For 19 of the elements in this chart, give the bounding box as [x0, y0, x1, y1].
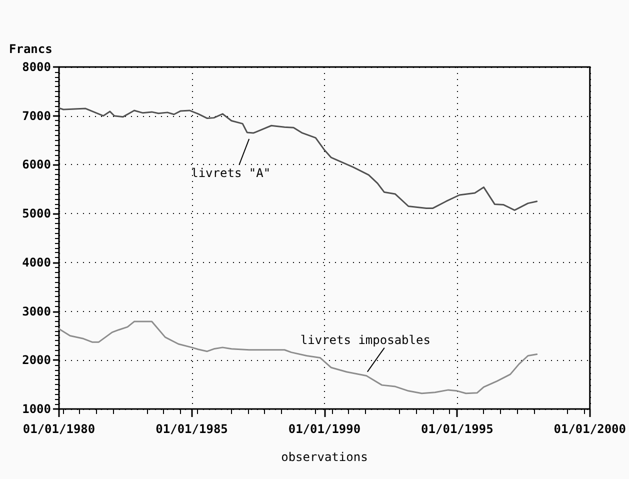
y-axis-title: Francs [9, 42, 52, 56]
annotation: livrets imposables [300, 332, 430, 347]
line-series [58, 320, 538, 394]
y-tick-label: 4000 [22, 255, 51, 270]
y-tick-label: 2000 [22, 353, 51, 368]
x-axis-title: observations [281, 450, 368, 464]
annotation: livrets "A" [191, 166, 271, 180]
x-tick-label: 01/01/1980 [22, 422, 96, 436]
y-tick-label: 1000 [22, 402, 51, 416]
x-tick-label: 01/01/1985 [156, 422, 228, 436]
y-tick-label: 5000 [22, 206, 51, 221]
line-series [58, 107, 538, 211]
y-tick-label: 7000 [22, 108, 51, 123]
y-tick-label: 8000 [22, 60, 51, 74]
x-tick-label: 01/01/1995 [421, 422, 494, 436]
y-tick-label: 3000 [22, 304, 51, 318]
y-tick-label: 6000 [22, 158, 51, 172]
x-tick-label: 01/01/1990 [288, 422, 361, 436]
x-tick-label: 01/01/2000 [554, 422, 626, 436]
